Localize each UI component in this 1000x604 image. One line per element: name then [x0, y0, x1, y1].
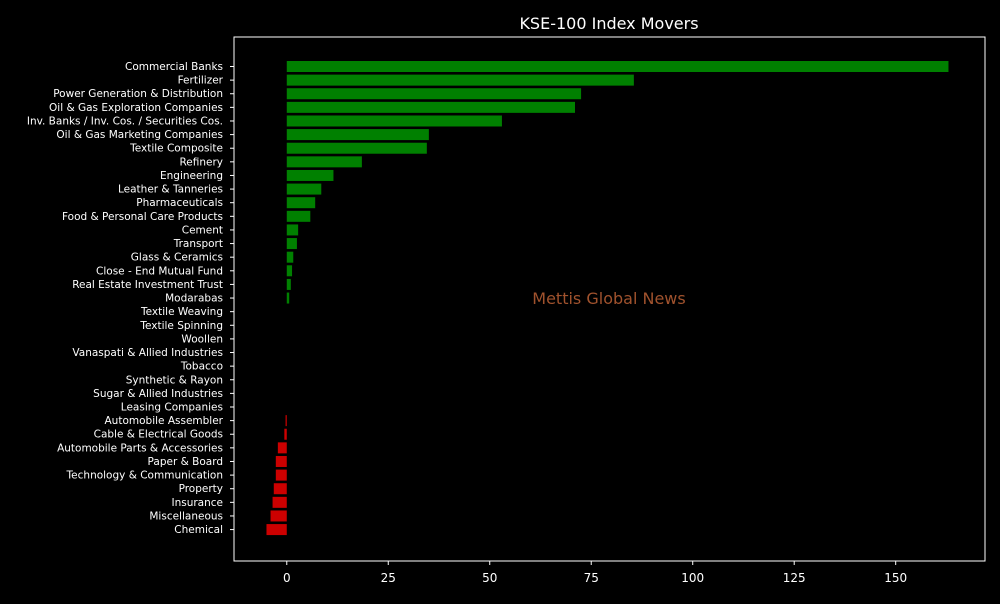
bar [286, 101, 575, 113]
y-tick-label: Oil & Gas Exploration Companies [49, 102, 223, 114]
bar [284, 428, 287, 440]
x-axis-ticks: 0 25 50 75 100 125 150 [283, 561, 907, 585]
bar [286, 169, 334, 181]
y-tick-label: Automobile Assembler [105, 415, 224, 427]
bar [286, 183, 322, 195]
bar [272, 496, 287, 508]
y-tick-label: Leasing Companies [121, 402, 223, 414]
bar [286, 265, 293, 277]
bar [286, 292, 290, 304]
y-tick-label: Miscellaneous [149, 510, 223, 522]
bar [270, 510, 287, 522]
bar [286, 210, 311, 222]
bar [273, 483, 287, 495]
bar [286, 156, 362, 168]
plot-frame [233, 36, 986, 562]
y-tick-label: Inv. Banks / Inv. Cos. / Securities Cos. [27, 115, 223, 127]
y-tick-label: Leather & Tanneries [118, 184, 223, 196]
chart-title: KSE-100 Index Movers [519, 14, 698, 33]
y-tick-label: Power Generation & Distribution [53, 88, 223, 100]
bar [286, 224, 299, 236]
y-tick-label: Chemical [174, 524, 223, 536]
bar [286, 142, 427, 154]
y-tick-label: Refinery [179, 156, 223, 168]
y-tick-label: Fertilizer [178, 75, 224, 87]
y-tick-label: Cable & Electrical Goods [94, 429, 223, 441]
bar [266, 524, 287, 536]
bar [286, 278, 291, 290]
y-tick-label: Woollen [181, 333, 223, 345]
y-tick-label: Pharmaceuticals [136, 197, 223, 209]
bar [286, 74, 634, 86]
y-tick-label: Textile Composite [129, 143, 223, 155]
y-tick-label: Textile Weaving [140, 306, 223, 318]
y-tick-label: Technology & Communication [66, 470, 223, 482]
y-tick-label: Engineering [160, 170, 223, 182]
y-tick-label: Textile Spinning [139, 320, 223, 332]
bar [285, 415, 287, 427]
bar [286, 251, 294, 263]
y-tick-label: Close - End Mutual Fund [96, 265, 223, 277]
bar [286, 61, 949, 72]
y-tick-label: Oil & Gas Marketing Companies [56, 129, 223, 141]
bar [275, 469, 287, 481]
y-tick-label: Cement [182, 224, 223, 236]
bar [275, 455, 287, 467]
y-tick-label: Tobacco [180, 361, 223, 373]
bar [286, 88, 582, 100]
x-tick-label: 125 [783, 571, 806, 585]
y-tick-label: Glass & Ceramics [131, 252, 223, 264]
x-tick-label: 25 [381, 571, 396, 585]
bar [286, 197, 316, 209]
x-tick-label: 75 [584, 571, 599, 585]
y-tick-label: Automobile Parts & Accessories [57, 442, 223, 454]
watermark-text: Mettis Global News [532, 289, 685, 308]
y-tick-label: Paper & Board [148, 456, 223, 468]
bar [286, 238, 297, 250]
x-tick-label: 0 [283, 571, 291, 585]
y-tick-label: Modarabas [165, 293, 223, 305]
y-tick-label: Transport [173, 238, 223, 250]
y-tick-label: Sugar & Allied Industries [93, 388, 223, 400]
y-tick-label: Real Estate Investment Trust [72, 279, 223, 291]
x-tick-label: 150 [884, 571, 907, 585]
bar [286, 115, 502, 127]
y-tick-label: Synthetic & Rayon [126, 374, 223, 386]
y-tick-label: Food & Personal Care Products [62, 211, 223, 223]
bar [286, 129, 429, 141]
y-tick-label: Insurance [171, 497, 223, 509]
y-tick-label: Property [179, 483, 223, 495]
y-tick-label: Commercial Banks [125, 61, 223, 73]
y-tick-label: Vanaspati & Allied Industries [72, 347, 223, 359]
bar [277, 442, 287, 454]
x-tick-label: 50 [482, 571, 497, 585]
x-tick-label: 100 [681, 571, 704, 585]
bars-layer [266, 61, 949, 536]
